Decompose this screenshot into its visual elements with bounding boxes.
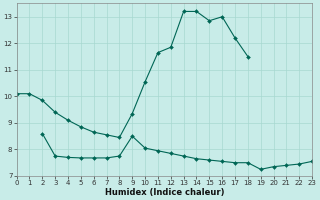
X-axis label: Humidex (Indice chaleur): Humidex (Indice chaleur): [105, 188, 224, 197]
